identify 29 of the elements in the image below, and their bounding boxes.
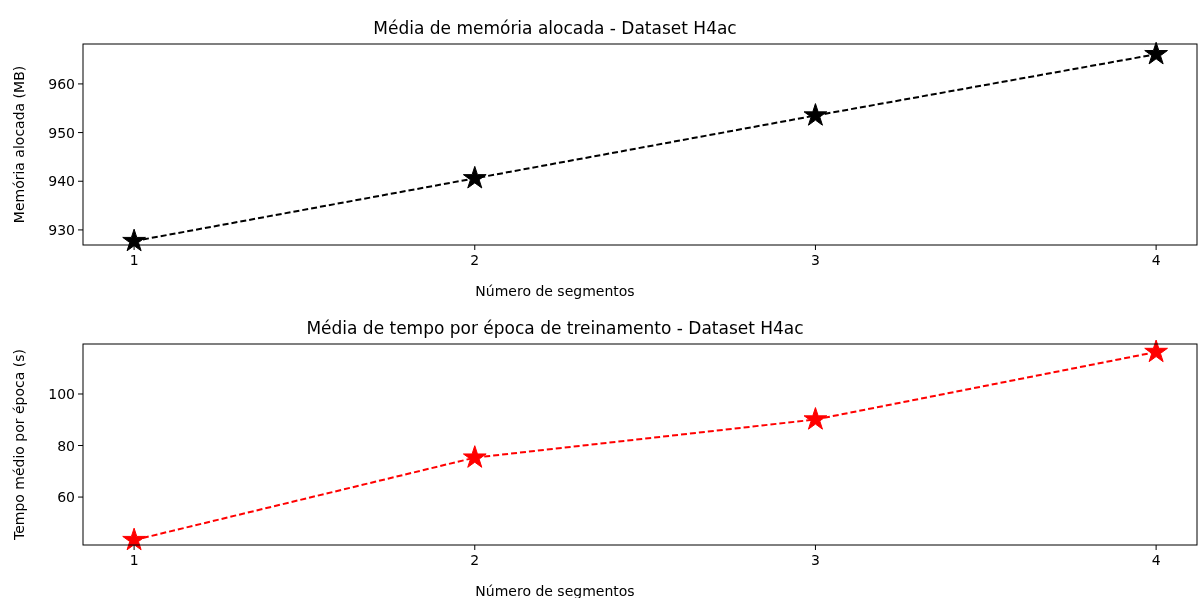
x-tick-label: 2	[470, 552, 480, 568]
y-tick-label: 960	[48, 75, 75, 92]
point	[122, 228, 146, 252]
x-axis-title: Número de segmentos	[475, 583, 635, 598]
y-tick-label: 930	[48, 221, 75, 238]
y-tick-label: 950	[48, 124, 75, 141]
x-tick-label: 2	[470, 252, 480, 268]
point	[462, 165, 487, 189]
y-tick-label: 100	[48, 385, 75, 402]
x-tick-label: 4	[1151, 552, 1161, 568]
x-tick-label: 1	[129, 252, 139, 268]
point	[1144, 339, 1168, 363]
x-tick-label: 1	[129, 552, 139, 568]
y-tick-label: 940	[48, 173, 75, 190]
point	[1144, 41, 1168, 65]
point	[462, 445, 487, 468]
y-axis-title: Memória alocada (MB)	[11, 65, 27, 224]
x-axis-title: Número de segmentos	[475, 283, 635, 299]
y-tick-label: 80	[57, 437, 75, 454]
point	[803, 103, 828, 126]
chart-title: Média de memória alocada - Dataset H4ac	[373, 18, 737, 38]
y-axis-title: Tempo médio por época (s)	[11, 348, 27, 542]
x-tick-label: 3	[810, 252, 820, 268]
point	[122, 527, 146, 551]
x-tick-label: 4	[1151, 252, 1161, 268]
y-tick-label: 60	[57, 489, 75, 506]
chart-title: Média de tempo por época de treinamento - Dataset H4ac	[306, 318, 804, 338]
x-tick-label: 3	[810, 552, 820, 568]
point	[803, 407, 828, 430]
